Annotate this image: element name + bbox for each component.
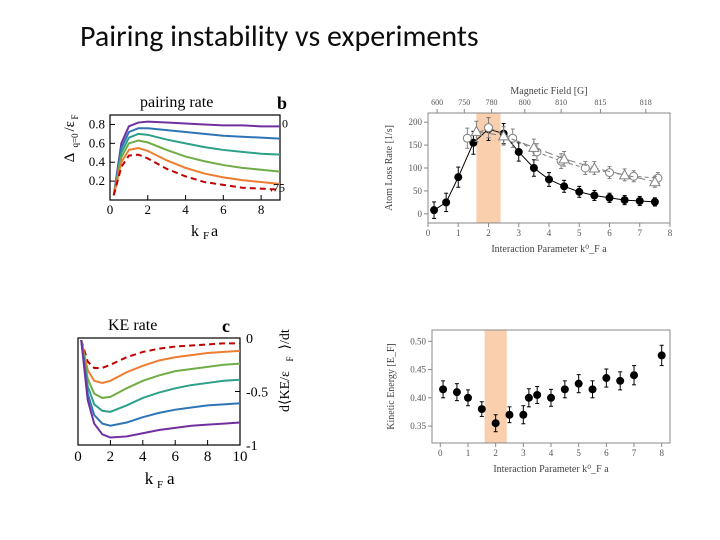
svg-text:2: 2 (486, 228, 491, 238)
svg-text:4: 4 (139, 449, 147, 465)
svg-text:815: 815 (594, 98, 606, 107)
svg-text:0: 0 (282, 116, 288, 130)
svg-text:d⟨KE/ε: d⟨KE/ε (278, 371, 293, 412)
svg-text:3: 3 (517, 228, 522, 238)
svg-text:k: k (191, 223, 199, 240)
svg-text:F: F (285, 356, 295, 361)
svg-text:200: 200 (409, 117, 423, 127)
svg-text:3: 3 (521, 448, 526, 458)
svg-text:780: 780 (486, 98, 498, 107)
svg-text:6: 6 (171, 449, 179, 465)
svg-text:/ε: /ε (62, 121, 78, 131)
svg-text:0: 0 (74, 449, 82, 465)
svg-text:⟩/dt: ⟩/dt (278, 329, 293, 349)
svg-text:4: 4 (547, 228, 552, 238)
slide: Pairing instability vs experiments 0 2 4 6 8… (0, 0, 720, 540)
panel-ke-rate: 02468100-0.5-1KE rateckFad⟨KE/εF⟩/dt (60, 310, 295, 495)
svg-text:0.6: 0.6 (89, 135, 106, 150)
svg-text:k: k (145, 469, 154, 488)
svg-text:8: 8 (204, 449, 212, 465)
svg-text:7: 7 (638, 228, 643, 238)
svg-text:4: 4 (182, 202, 189, 217)
svg-text:c: c (222, 316, 230, 336)
svg-text:2: 2 (493, 448, 498, 458)
svg-text:600: 600 (431, 98, 443, 107)
svg-text:Interaction Parameter k⁰_F a: Interaction Parameter k⁰_F a (491, 244, 607, 255)
svg-text:.75: .75 (270, 181, 285, 195)
svg-text:q=0: q=0 (70, 133, 80, 148)
svg-text:50: 50 (413, 186, 423, 196)
svg-text:pairing rate: pairing rate (140, 94, 213, 111)
svg-text:1: 1 (456, 228, 461, 238)
svg-text:0.50: 0.50 (410, 336, 426, 346)
svg-text:150: 150 (409, 140, 423, 150)
svg-text:a: a (167, 469, 175, 488)
svg-text:8: 8 (659, 448, 664, 458)
svg-text:0: 0 (418, 209, 423, 219)
svg-text:KE rate: KE rate (108, 317, 157, 334)
svg-text:0: 0 (107, 202, 114, 217)
svg-text:6: 6 (607, 228, 612, 238)
panel-pairing-rate: 024680.20.40.60.8pairing rateb0.75kFaΔq=… (60, 85, 295, 245)
svg-text:100: 100 (409, 163, 423, 173)
svg-text:8: 8 (668, 228, 673, 238)
svg-text:2: 2 (145, 202, 152, 217)
svg-text:5: 5 (577, 228, 582, 238)
svg-text:0.8: 0.8 (89, 116, 105, 131)
svg-text:0.35: 0.35 (410, 421, 426, 431)
svg-text:7: 7 (632, 448, 637, 458)
svg-text:750: 750 (458, 98, 470, 107)
svg-text:F: F (203, 230, 209, 240)
svg-text:2: 2 (107, 449, 115, 465)
svg-text:800: 800 (519, 98, 531, 107)
svg-text:6: 6 (604, 448, 609, 458)
panel-atom-loss: 0123456780501001502006007507808008108158… (380, 85, 680, 260)
svg-text:0.4: 0.4 (89, 154, 106, 169)
svg-text:b: b (277, 93, 287, 113)
svg-text:5: 5 (576, 448, 581, 458)
svg-text:Δ: Δ (62, 152, 78, 162)
svg-text:Magnetic Field [G]: Magnetic Field [G] (510, 86, 587, 97)
svg-text:0.45: 0.45 (410, 365, 426, 375)
svg-text:1: 1 (466, 448, 471, 458)
svg-text:Atom Loss Rate [1/s]: Atom Loss Rate [1/s] (384, 125, 395, 211)
svg-text:810: 810 (555, 98, 567, 107)
svg-text:Interaction Parameter k⁰_F a: Interaction Parameter k⁰_F a (493, 464, 609, 475)
svg-text:6: 6 (220, 202, 227, 217)
svg-text:0.2: 0.2 (89, 173, 105, 188)
svg-text:-0.5: -0.5 (246, 386, 268, 401)
svg-text:-1: -1 (246, 439, 258, 454)
slide-title: Pairing instability vs experiments (80, 18, 479, 55)
svg-text:F: F (70, 114, 80, 119)
svg-text:F: F (157, 479, 163, 490)
svg-text:0.40: 0.40 (410, 393, 426, 403)
svg-text:0: 0 (438, 448, 443, 458)
svg-text:0: 0 (246, 332, 253, 347)
svg-text:818: 818 (640, 98, 652, 107)
svg-text:0: 0 (426, 228, 431, 238)
svg-text:Kinetic Energy [E_F]: Kinetic Energy [E_F] (386, 343, 397, 429)
svg-text:a: a (211, 223, 218, 240)
panel-kinetic-energy: 0 1 2 3 4 5 6 7 8 0.35 0.40 0.45 0.50 Interaction Par… (380, 320, 680, 480)
svg-text:4: 4 (549, 448, 554, 458)
svg-text:8: 8 (258, 202, 265, 217)
